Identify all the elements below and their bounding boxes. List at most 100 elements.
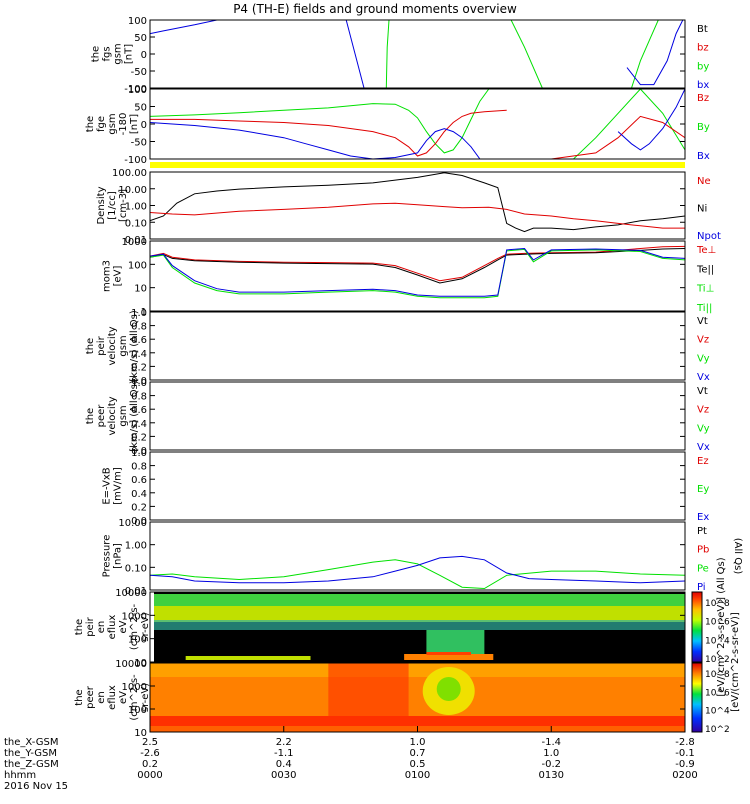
panel-fge: 100 50 0 -50 -100 thefgegsm-180[nT] Bz By Bx xyxy=(85,85,710,166)
series-fge-bx-4 xyxy=(150,122,481,159)
ylabel-peer_en_eflux: thepeerenefluxeV(cm^2-s-sr-eV) xyxy=(74,674,151,721)
legend-density-2: Npot xyxy=(697,231,721,242)
legend-temperature-1: Te|| xyxy=(696,264,714,275)
ytick-label: 100 xyxy=(128,705,147,716)
colorbars-group: 10^810^610^410^210^810^610^410^2[eV/(cm^… xyxy=(691,557,741,735)
axis-row-value: 0200 xyxy=(672,770,697,781)
ytick-label: 0.8 xyxy=(131,462,147,473)
axis-row-value: 1.0 xyxy=(410,737,426,748)
ylabel-peir_en_eflux: thepeirenefluxeV(cm^2-s-sr-eV) xyxy=(74,603,151,650)
legend-pressure-3: Pi xyxy=(697,582,706,593)
axis-row-value: -2.8 xyxy=(675,737,695,748)
frame-fgs xyxy=(149,19,686,89)
panel-efield: 1.0 0.8 0.6 0.4 0.2 0.0 E=-VxB[mV/m] Ez Ey Ex xyxy=(102,448,710,527)
ytick-label: 0.4 xyxy=(131,489,147,500)
legend-fge-0: Bz xyxy=(697,93,709,104)
legend-fgs-3: bx xyxy=(697,80,709,91)
colorbar-tick: 10^6 xyxy=(705,618,730,628)
legend-fge-2: Bx xyxy=(697,151,710,162)
plot-title: P4 (TH-E) fields and ground moments over… xyxy=(233,2,517,16)
ytick-label: 0.0 xyxy=(131,376,147,387)
ytick-label: 0.2 xyxy=(131,362,147,373)
axis-row-value: 0030 xyxy=(271,770,296,781)
colorbar-tick: 10^8 xyxy=(705,599,730,609)
panel-peir_en_eflux: 10000 1000 100 10 thepeirenefluxeV(cm^2-s-sr… xyxy=(74,588,686,669)
ytick-label: 0.2 xyxy=(131,502,147,513)
ytick-label: 100 xyxy=(128,16,147,27)
ytick-label: 100 xyxy=(128,260,147,271)
legend-peer_velocity-0: Vt xyxy=(697,386,708,397)
axis-row-label: the_Z-GSM xyxy=(4,759,59,770)
series-fge-bx-5 xyxy=(617,89,685,151)
ytick-label: 0.6 xyxy=(131,335,147,346)
panel-peir_velocity: 1.0 0.8 0.6 0.4 0.2 0.0thepeirvelocitygsm[km/… xyxy=(85,308,710,387)
axis-row-value: -0.9 xyxy=(675,759,695,770)
axis-row-value: 0.5 xyxy=(410,759,426,770)
colorbar-label: [eV/(cm^2-s-sr-eV)] xyxy=(730,612,741,712)
frame-peir_en_eflux xyxy=(149,591,686,663)
legend-peir_velocity-0: Vt xyxy=(697,316,708,327)
colorbar-overlay-label: [eV/(cm^2-s-sr-eV)] (All Qs) xyxy=(716,557,727,696)
colorbar-2 xyxy=(691,662,703,733)
colorbar-tick: 10^6 xyxy=(705,688,730,698)
legend-pressure-0: Pt xyxy=(697,526,707,537)
frame-efield xyxy=(149,451,686,521)
frame-peir_velocity xyxy=(149,311,686,381)
ytick-label: 0 xyxy=(141,50,147,61)
ytick-label: 0.0 xyxy=(131,516,147,527)
series-density-ne-1 xyxy=(150,202,685,229)
axis-row-value: 0100 xyxy=(405,770,430,781)
legend-temperature-0: Te⊥ xyxy=(696,245,716,256)
panel-density: 100.00 10.00 1.00 0.10 0.01 Density[1/cc][cm-… xyxy=(96,168,721,246)
axis-date: 2016 Nov 15 xyxy=(4,781,68,792)
panel-peer_velocity: 1.0 0.8 0.6 0.4 0.2 0.0thepeervelocitygsm[km/… xyxy=(85,378,710,457)
ytick-label: 1.00 xyxy=(125,202,147,213)
series-temperature-ti||-2 xyxy=(150,248,685,299)
ylabel-peir_velocity: thepeirvelocitygsm[km/s] (All Qs) xyxy=(85,310,140,382)
axis-row-value: -0.2 xyxy=(541,759,561,770)
legend-peir_velocity-3: Vx xyxy=(697,372,710,383)
ytick-label: 1.00 xyxy=(125,541,147,552)
series-temperature-te||-1 xyxy=(150,248,685,284)
ytick-label: -50 xyxy=(131,67,147,78)
panel-temperature: 1000 100 10 1 mom3[eV] Te⊥ Te|| Ti⊥ Ti|| xyxy=(102,237,717,318)
frame-density xyxy=(149,171,686,240)
colorbar-tick: 10^4 xyxy=(705,636,730,646)
ytick-label: 10 xyxy=(134,284,147,295)
frame-pressure xyxy=(149,521,686,591)
ytick-label: 0.8 xyxy=(131,392,147,403)
series-fgs-bx-5 xyxy=(626,20,684,86)
axis-row-value: 1.0 xyxy=(543,748,559,759)
series-fgs-bx-0 xyxy=(150,20,304,35)
series-fge-by-1 xyxy=(573,89,685,159)
heatmap-peir_en_eflux xyxy=(150,592,685,662)
ytick-label: 1 xyxy=(141,307,147,318)
ytick-label: -100 xyxy=(124,155,147,166)
ytick-label: 0.4 xyxy=(131,419,147,430)
ytick-label: 0.10 xyxy=(125,218,147,229)
panel-fgs: 100 50 0 -50 -100 thefgsgsm[nT] Bt bz by bx xyxy=(91,16,710,95)
heatmap-peer_en_eflux xyxy=(150,663,685,732)
legend-density-1: Ni xyxy=(697,204,707,215)
axis-row-label: the_Y-GSM xyxy=(4,748,57,759)
axis-row-label: hhmm xyxy=(4,770,36,781)
axis-row-value: -1.4 xyxy=(541,737,561,748)
ytick-label: 1.0 xyxy=(131,448,147,459)
panels-group: 100500-50-100thefgsgsm[nT]Btbzbybx100500… xyxy=(74,16,743,739)
axis-row-value: 2.5 xyxy=(142,737,158,748)
ytick-label: 0.01 xyxy=(125,586,147,597)
legend-fgs-2: by xyxy=(697,61,709,72)
ylabel-peer_velocity: thepeervelocitygsm[km/s] (All Qs) xyxy=(85,380,140,452)
axis-row-value: 0.7 xyxy=(410,748,426,759)
series-temperature-ti⊥-3 xyxy=(150,247,685,297)
ytick-label: 1.0 xyxy=(131,308,147,319)
ytick-label: 100 xyxy=(128,635,147,646)
ytick-label: 0.2 xyxy=(131,432,147,443)
ytick-label: 100.00 xyxy=(112,168,147,179)
ytick-label: 0.4 xyxy=(131,349,147,360)
colorbar-tick: 10^2 xyxy=(705,655,730,665)
panel-peer_en_eflux: 10000 1000 100 10 thepeerenefluxeV(cm^2-s-sr… xyxy=(74,659,686,739)
ytick-label: 1000 xyxy=(122,682,147,693)
